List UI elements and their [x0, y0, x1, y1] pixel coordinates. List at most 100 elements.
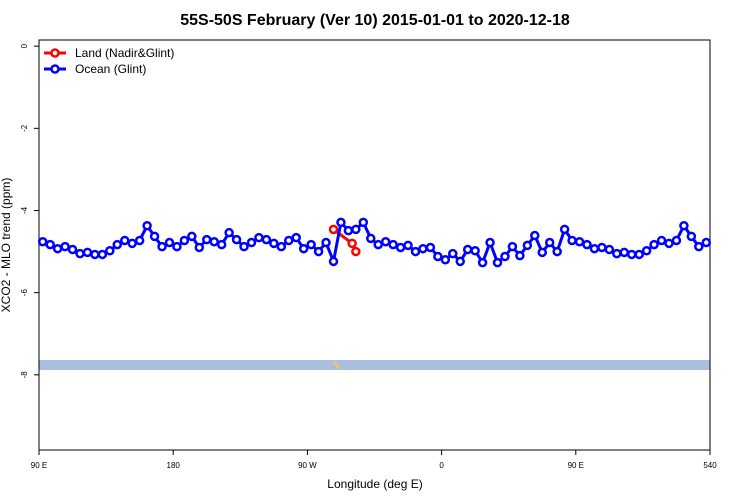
point	[187, 231, 197, 242]
point	[82, 247, 93, 258]
point	[448, 248, 458, 259]
point	[395, 242, 406, 253]
point	[239, 241, 249, 252]
point	[306, 239, 316, 250]
point	[500, 251, 510, 262]
point	[134, 235, 145, 246]
point	[656, 235, 667, 246]
point	[216, 239, 227, 250]
point	[60, 241, 70, 252]
point	[574, 236, 585, 247]
point	[75, 248, 85, 259]
point	[492, 257, 503, 268]
point	[119, 235, 130, 246]
point	[664, 238, 674, 249]
point	[559, 224, 570, 235]
x-tick-label: 540	[703, 461, 717, 470]
y-tick-label: 0	[20, 43, 29, 48]
point	[291, 232, 301, 243]
point	[202, 234, 212, 245]
point	[328, 224, 339, 235]
point	[462, 244, 473, 255]
point	[530, 230, 540, 241]
mask-dot	[336, 365, 340, 369]
point	[164, 237, 175, 248]
point	[597, 242, 607, 253]
y-tick-label: -2	[20, 124, 29, 132]
point	[142, 220, 152, 231]
point	[515, 250, 525, 261]
point	[522, 240, 533, 251]
point	[537, 247, 547, 258]
x-tick-label: 90 W	[298, 461, 317, 470]
x-axis-label: Longitude (deg E)	[327, 477, 422, 491]
point	[619, 247, 630, 258]
point	[179, 235, 190, 246]
point	[105, 246, 115, 256]
point	[470, 246, 480, 256]
point	[343, 225, 354, 236]
x-tick-label: 90 E	[568, 461, 584, 470]
point	[97, 249, 108, 260]
point	[373, 239, 383, 250]
point	[90, 249, 100, 260]
point	[634, 249, 644, 260]
point	[686, 231, 697, 242]
y-tick-label: -4	[20, 206, 29, 214]
point	[127, 238, 137, 249]
point	[157, 241, 167, 252]
point	[582, 239, 592, 250]
x-tick-label: 180	[167, 461, 181, 470]
point	[544, 237, 555, 248]
legend-label: Land (Nadir&Glint)	[75, 46, 174, 60]
point	[298, 243, 309, 254]
point	[701, 237, 712, 248]
point	[388, 239, 398, 250]
mask-dot	[333, 361, 337, 365]
point	[351, 224, 361, 235]
point	[209, 236, 219, 247]
point	[358, 217, 369, 228]
chart-title: 55S-50S February (Ver 10) 2015-01-01 to …	[180, 12, 570, 29]
point	[433, 251, 443, 262]
point	[351, 246, 361, 257]
point	[477, 257, 488, 268]
legend-marker	[50, 64, 60, 74]
point	[276, 241, 287, 252]
point	[649, 239, 659, 250]
point	[366, 233, 376, 244]
point	[269, 238, 279, 249]
point	[440, 255, 451, 265]
point	[336, 217, 346, 228]
point	[52, 243, 63, 254]
point	[403, 240, 413, 251]
y-tick-label: -8	[20, 371, 29, 379]
point	[679, 220, 689, 231]
point	[485, 237, 495, 248]
point	[328, 256, 339, 267]
point	[410, 246, 421, 257]
point	[112, 239, 123, 250]
point	[254, 232, 264, 243]
point	[321, 237, 331, 248]
point	[567, 235, 577, 246]
point	[418, 243, 428, 254]
point	[641, 246, 652, 256]
x-tick-label: 0	[439, 461, 444, 470]
point	[194, 242, 205, 253]
mask-dot	[351, 361, 353, 363]
point	[455, 256, 465, 267]
point	[507, 241, 518, 252]
point	[612, 248, 622, 259]
point	[604, 244, 615, 255]
point	[172, 241, 182, 252]
y-axis-label: XCO2 - MLO trend (ppm)	[0, 178, 13, 313]
point	[347, 238, 357, 249]
point	[284, 235, 294, 246]
point	[45, 239, 55, 250]
point	[694, 241, 704, 252]
point	[37, 236, 48, 247]
legend-marker	[50, 48, 60, 58]
